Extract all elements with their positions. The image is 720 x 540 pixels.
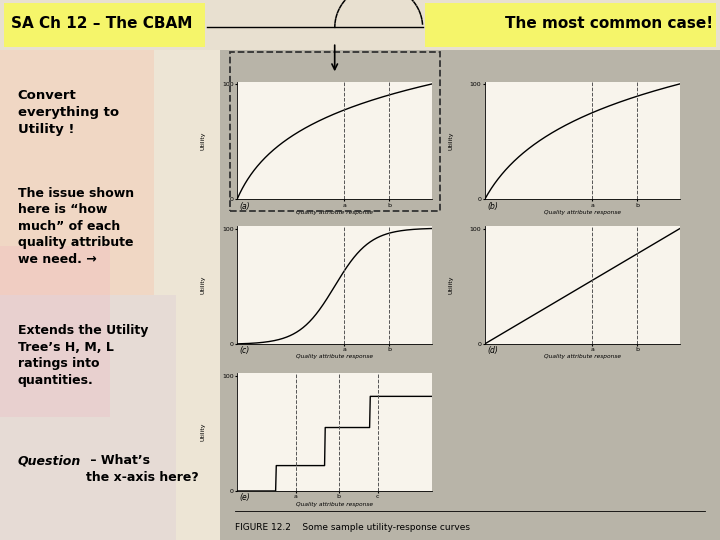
Bar: [0, 50, 154, 295]
Text: (a): (a): [240, 201, 251, 211]
FancyBboxPatch shape: [4, 3, 205, 46]
Text: SA Ch 12 – The CBAM: SA Ch 12 – The CBAM: [11, 16, 192, 31]
Bar: [0, 246, 109, 417]
Text: – What’s
the x-axis here?: – What’s the x-axis here?: [86, 454, 199, 484]
Text: Convert
everything to
Utility !: Convert everything to Utility !: [17, 89, 119, 136]
Text: (d): (d): [487, 346, 498, 355]
Bar: [230, 52, 440, 212]
Bar: [0, 295, 176, 540]
Text: (c): (c): [240, 346, 250, 355]
Text: The most common case!: The most common case!: [505, 16, 713, 31]
FancyBboxPatch shape: [425, 3, 716, 46]
Text: FIGURE 12.2    Some sample utility-response curves: FIGURE 12.2 Some sample utility-response…: [235, 523, 469, 532]
Text: The issue shown
here is “how
much” of each
quality attribute
we need. →: The issue shown here is “how much” of ea…: [17, 187, 134, 266]
Text: Question: Question: [17, 454, 81, 467]
Text: Extends the Utility
Tree’s H, M, L
ratings into
quantities.: Extends the Utility Tree’s H, M, L ratin…: [17, 324, 148, 387]
Text: (e): (e): [240, 494, 251, 502]
Text: (b): (b): [487, 201, 498, 211]
